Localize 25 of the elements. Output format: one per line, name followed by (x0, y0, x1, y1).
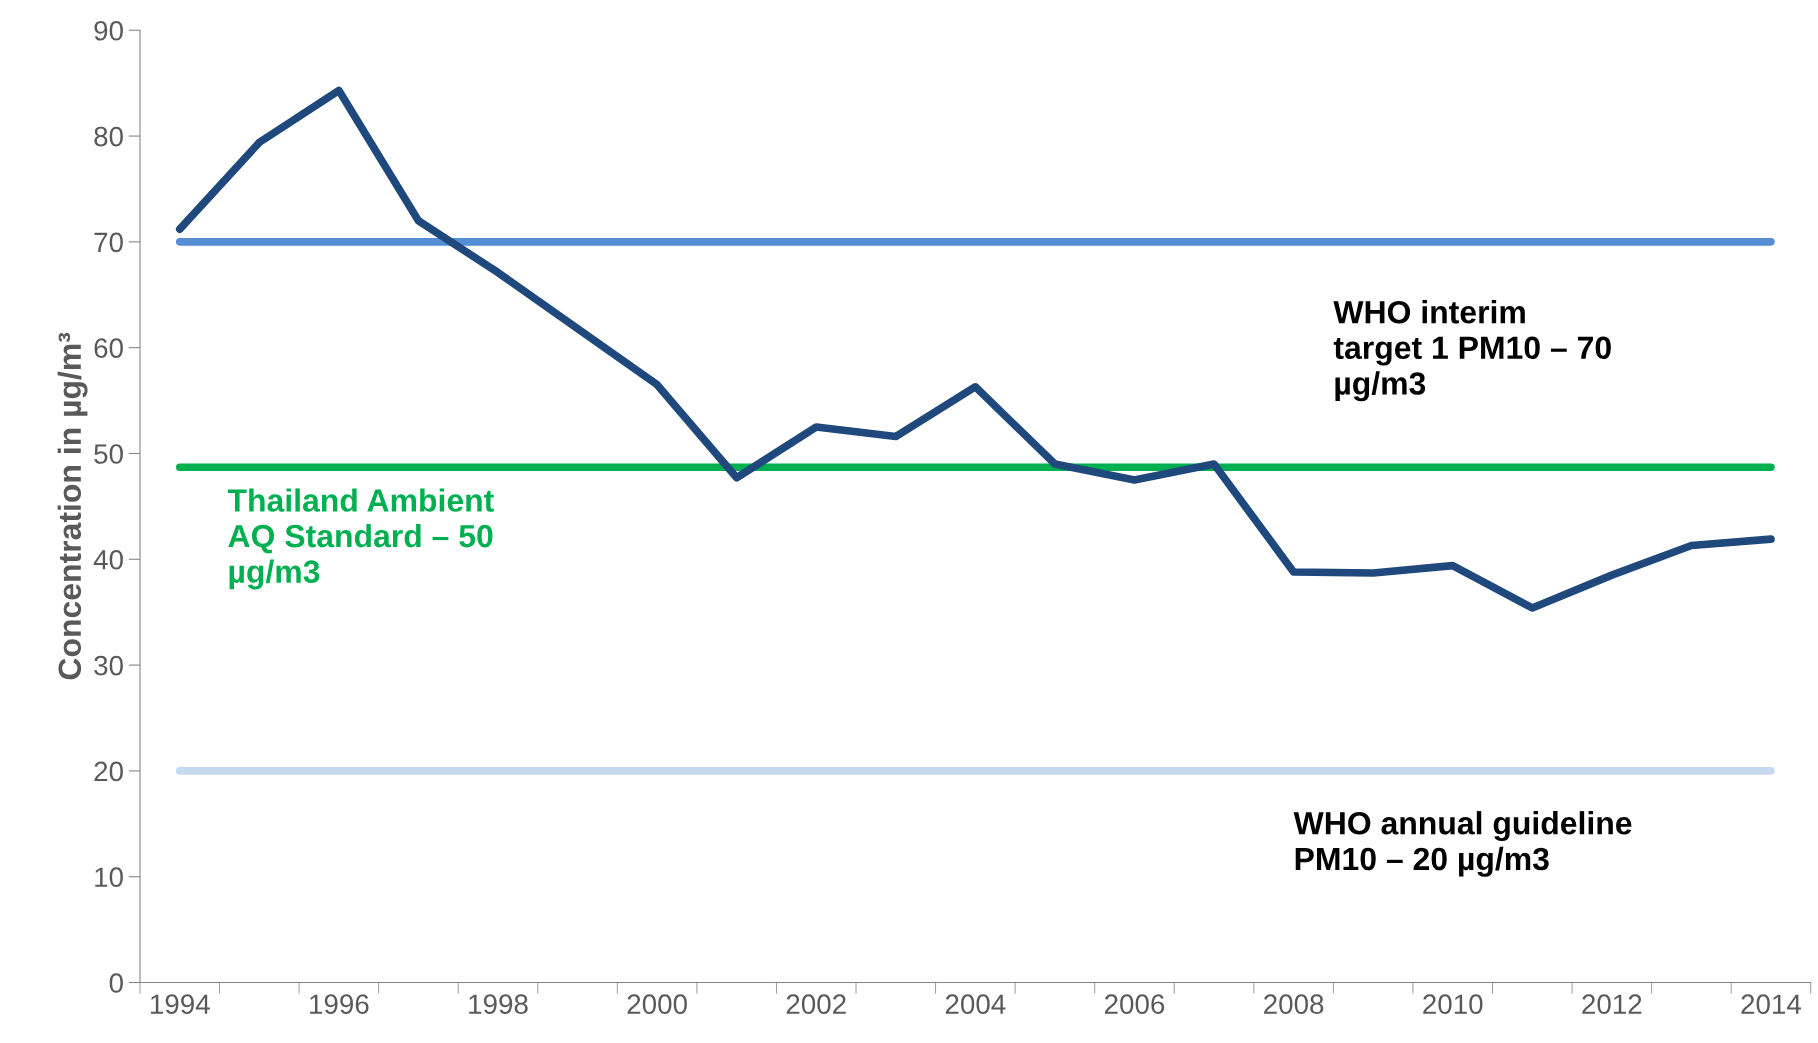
y-axis-title: Concentration in µg/m³ (57, 332, 88, 680)
y-tick-label: 60 (94, 338, 123, 359)
y-tick-label: 40 (93, 549, 123, 570)
y-tick-label: 10 (95, 867, 123, 888)
x-tick-label: 1996 (310, 994, 369, 1015)
x-tick-label: 2000 (627, 994, 687, 1015)
ref-line-label: WHO annual guideline PM10 – 20 µg/m3 (1293, 811, 1632, 877)
x-tick-label: 2002 (786, 994, 846, 1015)
ref-line-label: WHO interim target 1 PM10 – 70 µg/m3 (1333, 300, 1611, 402)
y-tick-label: 80 (94, 126, 123, 147)
x-tick-label: 2004 (945, 994, 1006, 1015)
y-tick-label: 50 (94, 444, 123, 464)
x-tick-label: 2008 (1264, 994, 1324, 1015)
x-tick-label: 2006 (1104, 994, 1165, 1015)
y-tick-label: 90 (94, 20, 123, 41)
x-tick-label: 1994 (150, 994, 210, 1015)
x-tick-label: 2010 (1423, 994, 1483, 1015)
y-tick-label: 20 (94, 761, 123, 782)
y-tick-label: 70 (94, 232, 123, 253)
y-tick-label: 0 (109, 973, 123, 993)
y-tick-label: 30 (94, 655, 123, 676)
x-tick-label: 2012 (1582, 994, 1642, 1015)
x-tick-label: 2014 (1741, 994, 1802, 1015)
x-tick-label: 1998 (469, 994, 528, 1015)
ref-line-label: Thailand Ambient AQ Standard – 50 µg/m3 (227, 488, 494, 590)
